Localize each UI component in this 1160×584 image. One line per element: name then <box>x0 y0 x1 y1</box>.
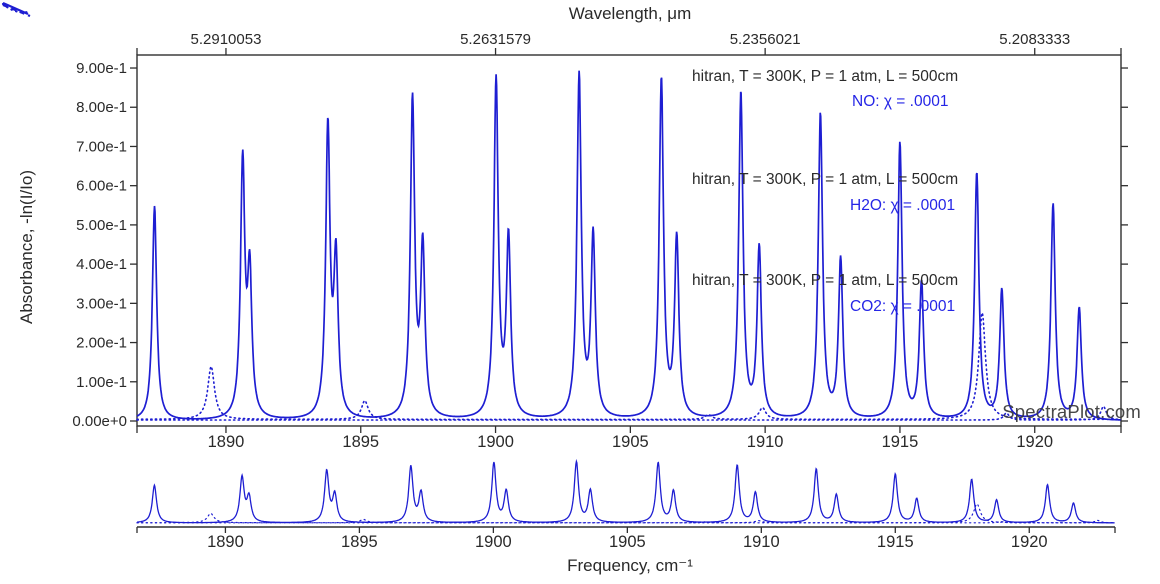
spectrum-curve-no-overview <box>137 458 1115 524</box>
legend-label-no: NO: χ = .0001 <box>852 93 949 110</box>
absorbance-tick-label: 8.00e-1 <box>76 99 127 116</box>
main-plot-frame <box>136 54 1122 427</box>
freq-tick-label: 1895 <box>342 433 379 451</box>
absorbance-tick-label: 2.00e-1 <box>76 335 127 352</box>
sub-freq-tick-label: 1895 <box>341 533 378 551</box>
absorbance-tick-label: 4.00e-1 <box>76 256 127 273</box>
sub-freq-tick-label: 1905 <box>609 533 646 551</box>
absorbance-tick-label: 5.00e-1 <box>76 217 127 234</box>
freq-tick-label: 1915 <box>882 433 919 451</box>
absorbance-tick-label: 1.00e-1 <box>76 374 127 391</box>
wavelength-tick-label: 5.2356021 <box>730 31 801 48</box>
freq-tick-label: 1920 <box>1016 433 1053 451</box>
sub-freq-tick-label: 1910 <box>743 533 780 551</box>
sub-freq-tick-label: 1890 <box>207 533 244 551</box>
absorbance-tick-label: 9.00e-1 <box>76 60 127 77</box>
wavelength-tick-label: 5.2910053 <box>191 31 262 48</box>
freq-tick-label: 1890 <box>208 433 245 451</box>
legend-conditions-no: hitran, T = 300K, P = 1 atm, L = 500cm <box>692 68 959 85</box>
legend-line-sample-no <box>2 1 29 16</box>
wavelength-tick-label: 5.2631579 <box>460 31 531 48</box>
spectrum-curve-co2-overview <box>136 519 1116 524</box>
sub-freq-tick-label: 1915 <box>877 533 914 551</box>
spectraplot-watermark: SpectraPlot.com <box>1002 401 1141 422</box>
absorbance-tick-label: 0.00e+0 <box>72 413 127 430</box>
wavelength-tick-label: 5.2083333 <box>999 31 1070 48</box>
wavelength-axis-title: Wavelength, μm <box>568 4 692 23</box>
freq-tick-label: 1900 <box>477 433 514 451</box>
freq-tick-label: 1905 <box>612 433 649 451</box>
freq-tick-label: 1910 <box>747 433 784 451</box>
absorbance-axis-title: Absorbance, -ln(I/Io) <box>17 170 36 325</box>
legend-label-co2: CO2: χ = .0001 <box>850 298 956 315</box>
spectrum-curve-co2-main <box>136 405 1122 421</box>
frequency-axis-title: Frequency, cm⁻¹ <box>567 556 693 575</box>
legend-conditions-h2o: hitran, T = 300K, P = 1 atm, L = 500cm <box>692 171 959 188</box>
legend-line-sample-co2 <box>2 3 31 18</box>
absorbance-tick-label: 7.00e-1 <box>76 138 127 155</box>
legend-label-h2o: H2O: χ = .0001 <box>850 197 956 214</box>
legend-conditions-co2: hitran, T = 300K, P = 1 atm, L = 500cm <box>692 272 959 289</box>
spectrum-curve-no-main <box>136 70 1121 421</box>
sub-freq-tick-label: 1900 <box>475 533 512 551</box>
absorbance-tick-label: 6.00e-1 <box>76 178 127 195</box>
sub-freq-tick-label: 1920 <box>1011 533 1048 551</box>
absorbance-tick-label: 3.00e-1 <box>76 295 127 312</box>
